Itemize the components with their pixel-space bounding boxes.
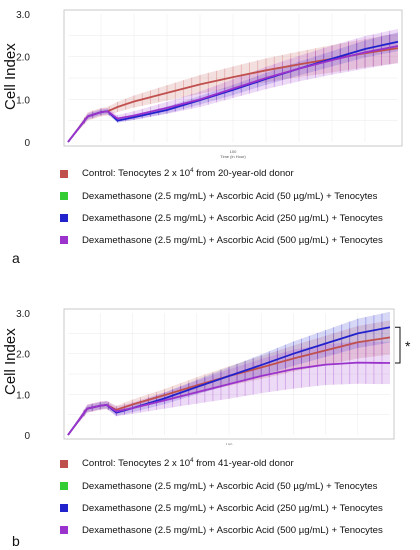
legend-item: Dexamethasone (2.5 mg/mL) + Ascorbic Aci… — [60, 185, 383, 207]
legend-b: Control: Tenocytes 2 x 104 from 41-year-… — [60, 453, 383, 541]
legend-swatch — [60, 460, 68, 468]
legend-item: Dexamethasone (2.5 mg/mL) + Ascorbic Aci… — [60, 519, 383, 541]
legend-label: Control: Tenocytes 2 x 104 from 41-year-… — [82, 458, 294, 470]
legend-label: Dexamethasone (2.5 mg/mL) + Ascorbic Aci… — [82, 190, 378, 202]
legend-swatch — [60, 214, 68, 222]
error-band — [68, 32, 398, 143]
panel-letter: b — [12, 533, 20, 549]
legend-swatch — [60, 504, 68, 512]
legend-item: Dexamethasone (2.5 mg/mL) + Ascorbic Aci… — [60, 475, 383, 497]
series-line — [67, 361, 391, 436]
y-tick-label: 3.0 — [16, 10, 30, 21]
legend-item: Control: Tenocytes 2 x 104 from 20-year-… — [60, 163, 383, 185]
y-tick-label: 2.0 — [16, 350, 30, 361]
panel-letter: a — [12, 250, 20, 266]
legend-label: Dexamethasone (2.5 mg/mL) + Ascorbic Aci… — [82, 234, 383, 246]
y-tick-label: 1.0 — [16, 390, 30, 401]
inner-x-tick-label: 100 — [226, 442, 233, 445]
legend-item: Dexamethasone (2.5 mg/mL) + Ascorbic Aci… — [60, 497, 383, 519]
significance-marker: * — [405, 338, 411, 354]
legend-item: Dexamethasone (2.5 mg/mL) + Ascorbic Aci… — [60, 207, 383, 229]
error-band — [68, 341, 390, 435]
series-line — [67, 45, 399, 143]
legend-label: Control: Tenocytes 2 x 104 from 20-year-… — [82, 168, 294, 180]
legend-label: Dexamethasone (2.5 mg/mL) + Ascorbic Aci… — [82, 480, 378, 492]
legend-item: Control: Tenocytes 2 x 104 from 41-year-… — [60, 453, 383, 475]
significance-bracket — [395, 326, 401, 364]
legend-item: Dexamethasone (2.5 mg/mL) + Ascorbic Aci… — [60, 229, 383, 251]
panel-a: Cell Index 0 1.0 2.0 3.0 100 Time (in Hour) C… — [2, 9, 403, 266]
legend-label: Dexamethasone (2.5 mg/mL) + Ascorbic Aci… — [82, 212, 383, 224]
y-tick-label: 3.0 — [16, 309, 30, 320]
legend-label: Dexamethasone (2.5 mg/mL) + Ascorbic Aci… — [82, 524, 383, 536]
y-tick-label: 1.0 — [16, 95, 30, 106]
legend-swatch — [60, 526, 68, 534]
inner-x-axis-label: Time (in Hour) — [220, 154, 246, 159]
y-tick-label: 0 — [24, 138, 30, 149]
inner-x-tick-label: 100 — [230, 149, 237, 154]
legend-swatch — [60, 236, 68, 244]
y-tick-label: 2.0 — [16, 53, 30, 64]
legend-swatch — [60, 482, 68, 490]
legend-swatch — [60, 192, 68, 200]
y-tick-label: 0 — [24, 431, 30, 442]
error-band — [68, 33, 398, 143]
legend-a: Control: Tenocytes 2 x 104 from 20-year-… — [60, 163, 383, 251]
legend-label: Dexamethasone (2.5 mg/mL) + Ascorbic Aci… — [82, 502, 383, 514]
legend-swatch — [60, 170, 68, 178]
